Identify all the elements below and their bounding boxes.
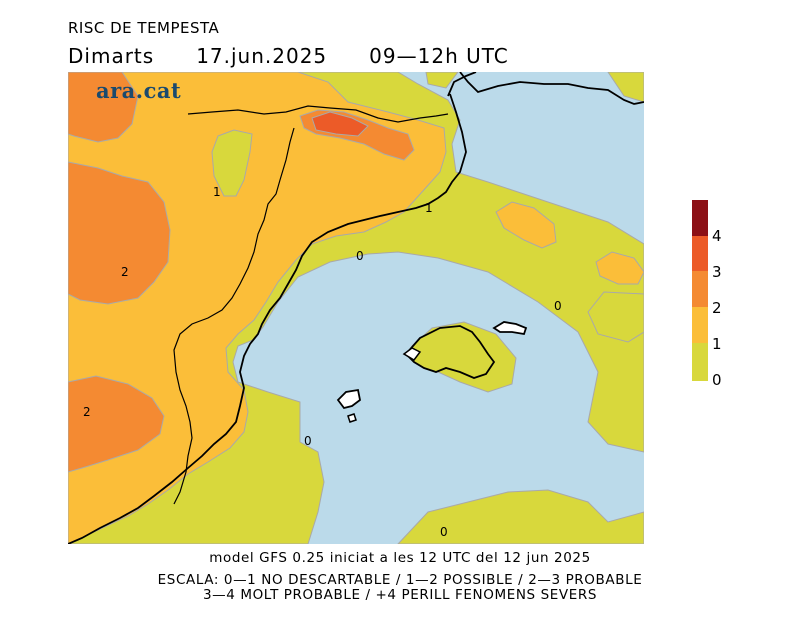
- risk-zone-0-corner: [607, 72, 644, 103]
- risk-zone-2-west: [68, 72, 139, 143]
- island-ibiza: [336, 388, 361, 410]
- legend-label: 1: [712, 335, 722, 353]
- contour-label: 0: [440, 525, 448, 539]
- contour-label: 0: [554, 299, 562, 313]
- legend-swatch-0: [692, 343, 708, 381]
- forecast-date: 17.jun.2025: [196, 44, 328, 68]
- legend-swatch-2: [692, 271, 708, 307]
- legend-label: 0: [712, 371, 722, 389]
- island-formentera: [347, 413, 357, 423]
- risk-zone-0-inland: [211, 129, 253, 197]
- aracat-logo: ara.cat: [96, 78, 182, 103]
- coastline-gulf: [459, 72, 644, 105]
- forecast-time: Dimarts 17.jun.2025 09—12h UTC: [68, 44, 509, 68]
- storm-risk-map: 1 2 2 0 1 0 0 0: [68, 72, 644, 544]
- scale-description-2: 3—4 MOLT PROBABLE / +4 PERILL FENOMENS S…: [202, 587, 598, 603]
- scale-description: ESCALA: 0—1 NO DESCARTABLE / 1—2 POSSIBL…: [157, 572, 643, 588]
- forecast-day: Dimarts: [68, 44, 155, 68]
- contour-label: 1: [425, 201, 433, 215]
- contour-label: 0: [356, 249, 364, 263]
- contour-label: 2: [83, 405, 91, 419]
- legend-swatch-3: [692, 236, 708, 271]
- legend-label: 4: [712, 227, 722, 245]
- risk-zone-0-gulf: [425, 72, 459, 89]
- risk-zone-2-west-b: [68, 161, 171, 305]
- model-info: model GFS 0.25 iniciat a les 12 UTC del …: [209, 550, 591, 566]
- risk-zone-3-north: [311, 111, 369, 137]
- border-line: [187, 105, 449, 123]
- risk-zone-2-sea-b: [595, 251, 644, 285]
- risk-zone-0-east: [587, 291, 644, 343]
- region-border: [173, 127, 295, 505]
- risk-zone-1: [68, 72, 447, 544]
- island-menorca: [492, 321, 528, 336]
- legend-swatch-1: [692, 307, 708, 343]
- contour-label: 0: [304, 434, 312, 448]
- legend-label: 2: [712, 299, 722, 317]
- contour-label: 2: [121, 265, 129, 279]
- risk-zone-2-sea-a: [495, 201, 557, 249]
- legend-swatch-4: [692, 200, 708, 236]
- chart-title: RISC DE TEMPESTA: [68, 19, 220, 37]
- island-mallorca: [404, 325, 496, 379]
- forecast-hours: 09—12h UTC: [369, 44, 509, 68]
- risk-zone-2-southwest: [68, 375, 165, 473]
- contour-label: 1: [213, 185, 221, 199]
- island-cabrera: [402, 347, 422, 361]
- coastline: [68, 72, 477, 544]
- risk-zone-0-south: [397, 489, 644, 544]
- legend-label: 3: [712, 263, 722, 281]
